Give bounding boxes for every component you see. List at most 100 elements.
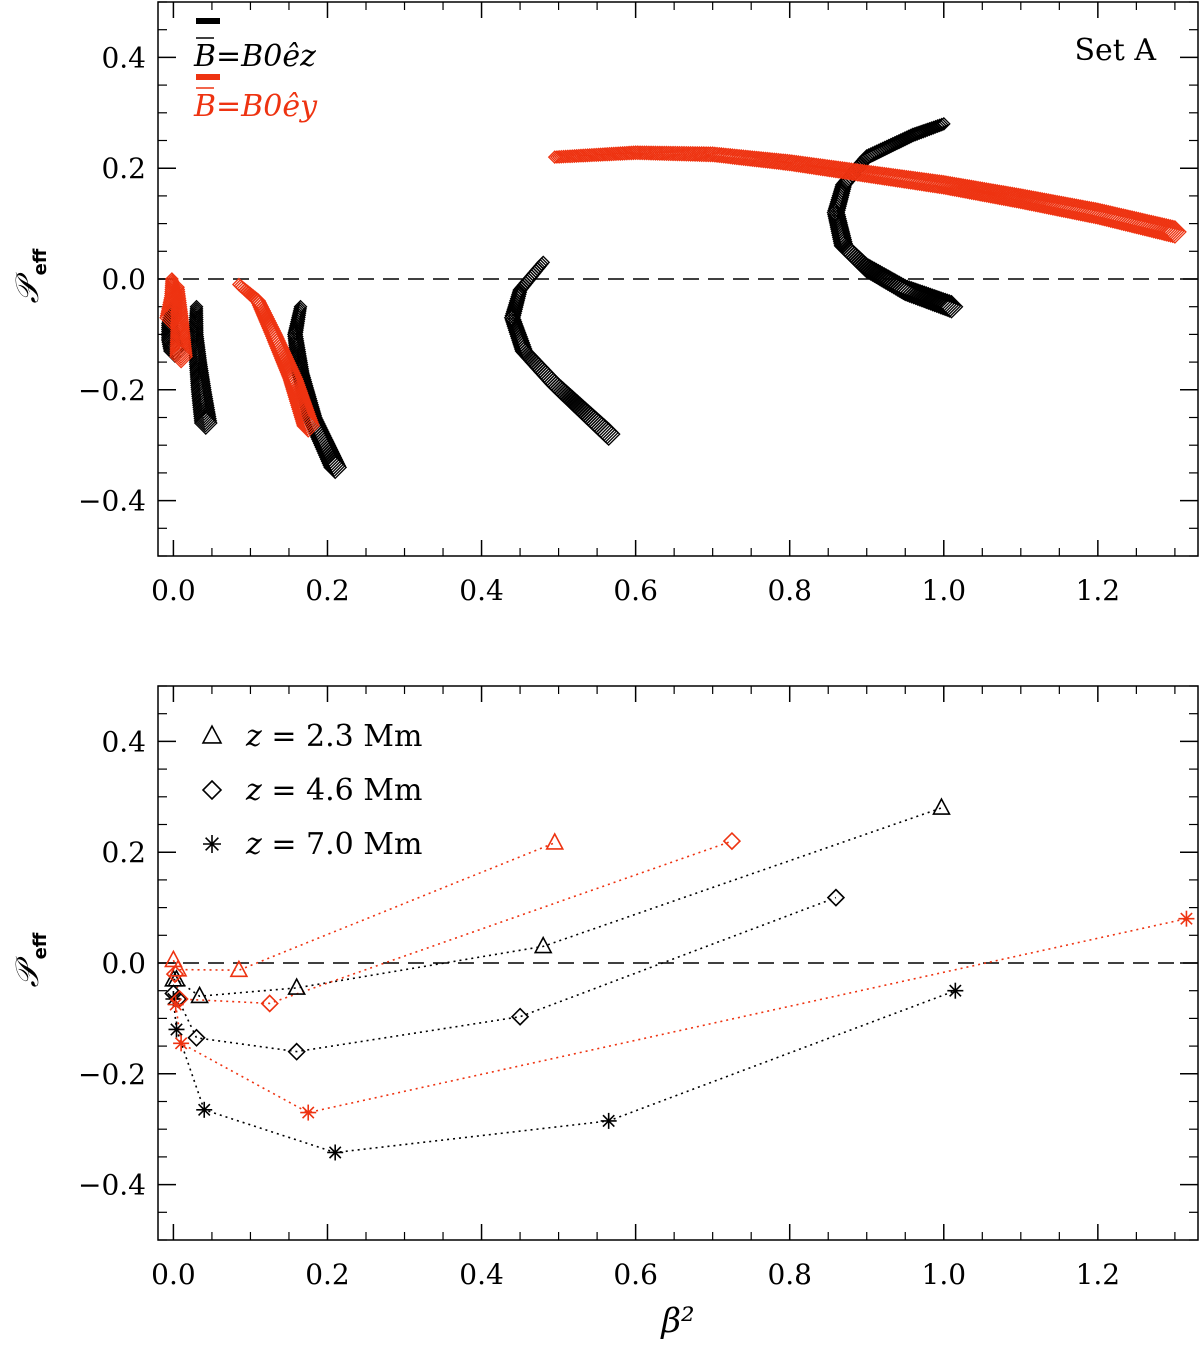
top-point xyxy=(831,160,850,180)
top-point xyxy=(276,354,297,375)
x-tick-label: 1.2 xyxy=(1076,1258,1121,1291)
top-point xyxy=(322,453,347,478)
data-point-diamond xyxy=(510,1007,530,1026)
top-point xyxy=(1131,212,1155,236)
legend-marker-star xyxy=(203,835,221,853)
top-point xyxy=(273,346,294,367)
top-curve xyxy=(503,255,621,447)
top-point xyxy=(274,350,296,371)
legend-marker-diamond xyxy=(201,779,223,801)
top-point xyxy=(272,344,293,365)
top-point xyxy=(170,290,187,307)
top-point xyxy=(169,344,194,369)
top-point xyxy=(193,411,218,435)
top-point xyxy=(931,291,955,316)
bottom-axis-ticks xyxy=(158,685,1198,1241)
top-point xyxy=(287,383,310,407)
x-tick-label: 0.2 xyxy=(305,574,350,607)
top-point xyxy=(868,165,888,185)
top-point xyxy=(294,407,318,432)
top-point xyxy=(187,324,204,341)
top-point xyxy=(1139,214,1164,239)
x-tick-label: 0.6 xyxy=(613,574,658,607)
top-point xyxy=(504,311,522,329)
y-tick-label: −0.2 xyxy=(78,1058,146,1091)
top-point xyxy=(1109,207,1133,231)
series-line xyxy=(172,842,555,972)
top-point xyxy=(505,305,523,322)
top-point xyxy=(254,304,273,322)
top-point xyxy=(863,165,883,185)
data-point-triangle xyxy=(287,977,307,995)
top-curve xyxy=(169,280,194,369)
top-curve xyxy=(231,277,321,438)
top-point xyxy=(317,441,341,465)
top-panel: 0.0 0.2 0.4 0.6 0.8 1.0 1.2 −0.4−0.20.00.20.4 … xyxy=(8,1,1199,607)
data-point-star xyxy=(173,1035,190,1052)
data-point-triangle xyxy=(164,949,183,968)
top-point xyxy=(320,449,345,474)
x-tick-label: 0.4 xyxy=(459,574,504,607)
top-point xyxy=(596,422,621,447)
top-point xyxy=(872,166,892,186)
bottom-panel: 0.0 0.2 0.4 0.6 0.8 1.0 1.2 −0.4−0.20.00.20.4 … xyxy=(8,685,1199,1341)
top-point xyxy=(832,229,853,250)
data-point-star xyxy=(1178,910,1195,927)
legend-label: z = 4.6 Mm xyxy=(245,773,422,808)
x-tick-label: 0.4 xyxy=(459,1258,504,1291)
top-point xyxy=(287,322,304,339)
top-point xyxy=(282,370,305,392)
legend-marker-triangle xyxy=(201,724,223,744)
top-point xyxy=(193,404,217,429)
top-point xyxy=(1133,213,1157,237)
data-point-star-stroke xyxy=(197,1103,211,1117)
data-point-star xyxy=(168,1021,185,1038)
legend-marker-star-stroke xyxy=(205,837,219,851)
top-point xyxy=(835,161,854,180)
top-point xyxy=(508,294,525,312)
top-point xyxy=(169,332,192,355)
top-point xyxy=(820,159,839,178)
top-point xyxy=(831,227,852,248)
y-tick-label: −0.4 xyxy=(78,1169,146,1202)
top-point xyxy=(1126,211,1151,235)
top-point xyxy=(290,314,306,330)
top-point xyxy=(169,342,193,367)
top-point xyxy=(295,411,320,436)
y-tick-label: 0.0 xyxy=(101,947,146,980)
top-point xyxy=(857,164,877,184)
bottom-data-marks xyxy=(164,797,1195,1161)
data-point-triangle xyxy=(545,832,565,850)
top-point xyxy=(193,406,217,431)
data-point-triangle xyxy=(168,959,188,977)
legend-label: z = 7.0 Mm xyxy=(245,827,422,862)
top-point xyxy=(316,439,340,463)
top-point xyxy=(288,340,306,359)
top-series-bz xyxy=(160,116,964,480)
data-point-diamond xyxy=(187,1028,206,1047)
top-point xyxy=(1154,218,1179,242)
top-y-axis-title: 𝒫 eff xyxy=(8,248,51,303)
top-curve xyxy=(187,299,218,435)
x-tick-label: 0.0 xyxy=(151,1258,196,1291)
data-point-star xyxy=(327,1144,344,1161)
top-point xyxy=(1143,215,1168,240)
bottom-x-axis-title: β² xyxy=(659,1301,694,1341)
top-point xyxy=(822,159,841,178)
top-point xyxy=(842,162,861,181)
top-point xyxy=(1075,200,1099,223)
x-tick-label: 0.8 xyxy=(767,1258,812,1291)
data-point-diamond xyxy=(170,989,189,1009)
top-point xyxy=(1162,219,1187,244)
top-point xyxy=(192,396,215,419)
data-point-triangle xyxy=(229,959,249,978)
top-x-tick-labels: 0.0 0.2 0.4 0.6 0.8 1.0 1.2 xyxy=(151,574,1120,607)
x-tick-label: 0.2 xyxy=(305,1258,350,1291)
data-point-star-stroke xyxy=(169,998,182,1011)
top-point xyxy=(293,403,317,428)
top-point xyxy=(275,352,297,373)
top-point xyxy=(1135,213,1159,238)
top-point xyxy=(252,298,270,316)
top-point xyxy=(866,165,886,185)
x-tick-label: 0.8 xyxy=(767,574,812,607)
